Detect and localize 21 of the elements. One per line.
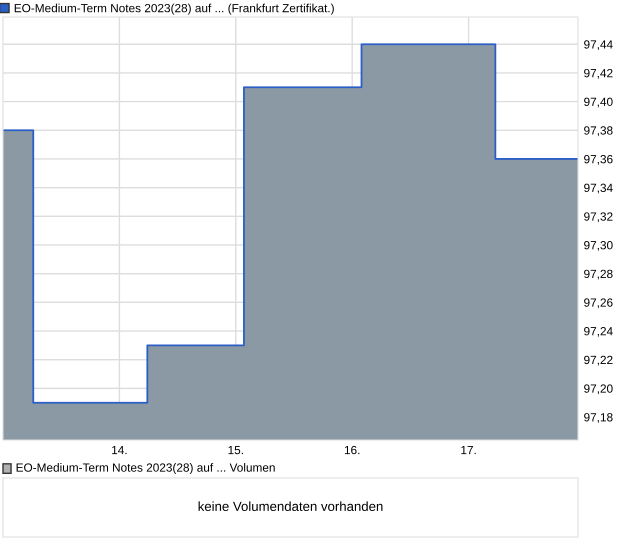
y-tick-label: 97,44 (584, 40, 613, 50)
legend-label: EO-Medium-Term Notes 2023(28) auf ... (Frankfurt Zertifikat.) (14, 4, 334, 15)
text: keine Volumendaten vorhanden (198, 501, 382, 512)
y-tick-label: 97,26 (584, 298, 613, 308)
text: EO-Medium-Term Notes 2023(28) auf ... Volumen (16, 463, 275, 474)
y-tick-label: 97,22 (584, 356, 613, 366)
x-tick-label: 16. (344, 446, 360, 454)
y-tick-label: 97,30 (584, 241, 613, 251)
y-tick-label: 97,20 (584, 384, 613, 394)
y-tick-label: 97,18 (584, 413, 613, 423)
y-tick-label: 97,24 (584, 327, 613, 337)
x-tick-label: 17. (461, 446, 476, 454)
y-tick-label: 97,40 (584, 98, 613, 108)
y-tick-label: 97,38 (584, 126, 613, 136)
x-tick-label: 14. (112, 446, 127, 454)
y-tick-label: 97,32 (584, 212, 613, 222)
y-tick-label: 97,42 (584, 68, 613, 79)
y-tick-label: 97,34 (584, 184, 613, 194)
y-tick-label: 97,28 (584, 270, 613, 280)
y-tick-label: 97,36 (584, 154, 613, 165)
x-tick-label: 15. (228, 446, 243, 454)
